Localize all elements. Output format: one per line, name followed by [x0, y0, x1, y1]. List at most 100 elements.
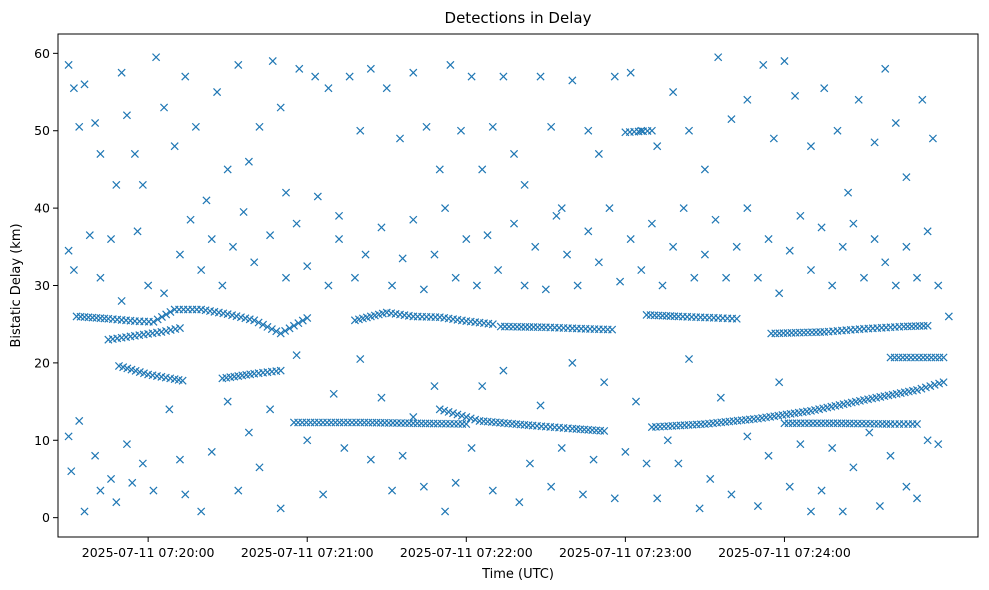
detection-marker	[289, 418, 298, 427]
detection-marker	[364, 418, 373, 427]
detection-marker	[356, 354, 365, 364]
detection-marker	[165, 405, 174, 414]
detection-marker	[853, 419, 862, 428]
detection-marker	[743, 95, 752, 104]
detection-marker	[449, 409, 458, 418]
detection-marker	[75, 416, 84, 425]
detection-marker	[306, 418, 315, 427]
detection-marker	[817, 223, 826, 232]
detection-marker	[343, 418, 352, 427]
detection-marker	[504, 322, 513, 331]
detection-marker	[706, 474, 715, 483]
detection-marker	[939, 378, 948, 387]
detection-marker	[255, 122, 264, 131]
detection-marker	[276, 329, 285, 338]
detection-marker	[388, 418, 397, 427]
y-tick-label: 10	[34, 433, 50, 448]
detection-marker	[684, 126, 694, 135]
detection-marker	[806, 142, 815, 151]
detection-marker	[753, 273, 762, 282]
y-tick-label: 30	[34, 278, 50, 293]
detection-marker	[870, 419, 879, 428]
detection-marker	[690, 273, 699, 282]
detection-marker	[294, 319, 303, 328]
detection-marker	[91, 118, 100, 128]
detection-marker	[435, 405, 444, 414]
detection-marker	[197, 265, 206, 275]
detection-marker	[935, 379, 944, 388]
detection-marker	[674, 459, 683, 468]
detection-marker	[331, 418, 340, 427]
detection-marker	[160, 289, 169, 298]
detection-marker	[517, 322, 526, 331]
detection-marker	[96, 149, 105, 158]
detection-marker	[568, 358, 577, 367]
detection-marker	[813, 419, 822, 428]
detection-marker	[525, 322, 534, 332]
detection-marker	[769, 134, 778, 143]
detection-marker	[162, 310, 171, 319]
detection-marker	[112, 180, 121, 189]
detection-marker	[939, 353, 948, 362]
detection-marker	[324, 84, 333, 93]
data-markers	[64, 53, 953, 516]
detection-marker	[202, 196, 211, 205]
detection-marker	[347, 418, 356, 427]
detection-marker	[213, 88, 222, 97]
detection-marker	[600, 378, 609, 387]
detection-marker	[64, 432, 73, 441]
detection-marker	[631, 397, 641, 406]
detection-marker	[496, 322, 505, 331]
detection-marker	[466, 414, 475, 423]
detection-marker	[285, 324, 294, 333]
detection-marker	[313, 192, 322, 201]
detection-marker	[605, 204, 614, 213]
detection-marker	[425, 419, 434, 428]
detection-marker	[122, 111, 131, 120]
detection-marker	[870, 235, 879, 244]
detection-marker	[409, 413, 418, 422]
detection-marker	[557, 204, 566, 213]
detection-marker	[796, 211, 805, 220]
detection-marker	[764, 235, 773, 244]
detection-marker	[303, 436, 312, 445]
detection-marker	[80, 507, 89, 516]
detection-marker	[303, 313, 312, 323]
detection-marker	[234, 486, 243, 495]
detection-marker	[844, 188, 853, 197]
detection-marker	[128, 478, 137, 487]
detection-marker	[653, 494, 662, 503]
detection-marker	[340, 443, 349, 453]
detection-marker	[478, 165, 487, 174]
detection-marker	[175, 455, 184, 464]
detection-marker	[281, 326, 290, 335]
detection-marker	[906, 353, 915, 362]
detection-marker	[228, 242, 238, 251]
chart-title: Detections in Delay	[445, 9, 592, 27]
detection-marker	[419, 285, 428, 294]
detection-marker	[616, 277, 625, 286]
detection-marker	[820, 84, 829, 93]
detection-marker	[382, 84, 391, 93]
detection-marker	[536, 401, 545, 410]
detection-marker	[292, 351, 301, 360]
detection-marker	[727, 490, 736, 499]
detection-marker	[441, 204, 450, 213]
detection-marker	[923, 227, 932, 236]
detection-marker	[281, 273, 291, 282]
detection-marker	[563, 250, 572, 259]
detection-marker	[573, 281, 582, 290]
detection-marker	[421, 419, 430, 428]
detection-marker	[478, 382, 487, 391]
detection-marker	[934, 440, 943, 449]
detection-marker	[117, 68, 126, 77]
detection-marker	[541, 285, 550, 294]
detection-marker	[298, 316, 307, 325]
detection-marker	[650, 311, 659, 320]
detection-marker	[488, 122, 497, 131]
detection-marker	[509, 149, 519, 158]
detection-marker	[806, 265, 815, 275]
detection-marker	[915, 321, 924, 331]
detection-marker	[878, 419, 887, 428]
detection-marker	[450, 419, 459, 428]
